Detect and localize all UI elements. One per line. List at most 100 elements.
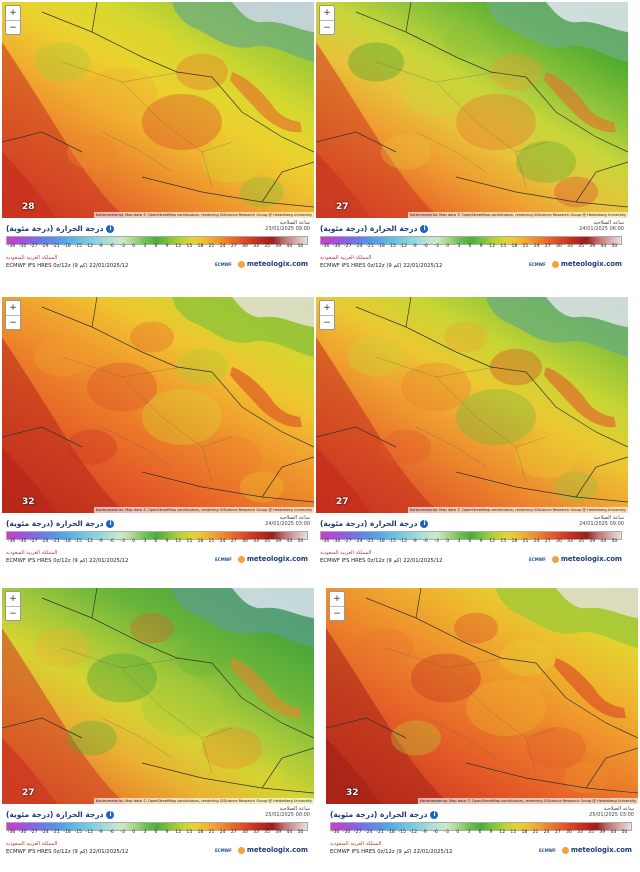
colorbar-tick: -12 bbox=[85, 539, 94, 544]
map-area[interactable]: + −28 Kartenmaterial: Map data © OpenStree… bbox=[2, 2, 314, 218]
region-name: المملكة العربية السعودية bbox=[320, 255, 372, 261]
zoom-out-button[interactable]: − bbox=[320, 20, 334, 35]
max-temperature-label: 28 bbox=[22, 202, 35, 212]
colorbar-tick: -12 bbox=[409, 830, 418, 835]
colorbar-tick: -15 bbox=[388, 539, 396, 544]
zoom-out-button[interactable]: − bbox=[6, 315, 20, 330]
colorbar-tick: 18 bbox=[511, 539, 518, 544]
valid-time-value: 24/01/2025 03:00 bbox=[265, 521, 310, 527]
map-area[interactable]: + −32 Kartenmaterial: Map data © OpenStree… bbox=[326, 588, 638, 804]
colorbar-tick: -30 bbox=[18, 244, 27, 249]
brand-logo[interactable]: ECMWF meteologix.com bbox=[539, 846, 632, 854]
ecmwf-logo: ECMWF bbox=[215, 261, 232, 267]
brand-logo[interactable]: ECMWF meteologix.com bbox=[529, 260, 622, 268]
valid-time: ساعة الصلاحية 23/01/2025 09:00 bbox=[265, 220, 310, 232]
info-icon[interactable]: i bbox=[420, 224, 429, 233]
zoom-in-button[interactable]: + bbox=[333, 594, 341, 604]
colorbar-tick: 18 bbox=[197, 830, 204, 835]
colorbar-tick: -24 bbox=[365, 830, 373, 835]
max-temperature-label: 32 bbox=[22, 497, 35, 507]
zoom-in-button[interactable]: + bbox=[323, 303, 331, 313]
colorbar-ticks: -36 -30 -27 -24 -21 -18 -15 -12 -9 -6 -3 0 3 6 9 12 15 18… bbox=[6, 244, 306, 252]
colorbar-tick: 50 bbox=[297, 539, 304, 544]
zoom-in-button[interactable]: + bbox=[9, 303, 17, 313]
globe-icon bbox=[551, 555, 559, 563]
temperature-map bbox=[2, 297, 314, 513]
colorbar-tick: -21 bbox=[52, 244, 60, 249]
zoom-control[interactable]: + − bbox=[5, 300, 21, 330]
temperature-colorbar bbox=[320, 236, 622, 245]
map-area[interactable]: + −32 Kartenmaterial: Map data © OpenStree… bbox=[2, 297, 314, 513]
colorbar-tick: -24 bbox=[355, 539, 363, 544]
colorbar-tick: 9 bbox=[479, 539, 483, 544]
colorbar-tick: 39 bbox=[589, 244, 596, 249]
map-attribution: Kartenmaterial: Map data © OpenStreetMap… bbox=[93, 798, 314, 804]
info-icon[interactable]: i bbox=[420, 519, 429, 528]
zoom-control[interactable]: + − bbox=[5, 591, 21, 621]
info-icon[interactable]: i bbox=[106, 224, 115, 233]
colorbar-tick: 44 bbox=[600, 539, 607, 544]
colorbar-tick: 0 bbox=[446, 244, 450, 249]
colorbar-tick: -9 bbox=[98, 244, 103, 249]
colorbar-tick: -27 bbox=[354, 830, 362, 835]
colorbar-tick: -6 bbox=[423, 244, 428, 249]
colorbar-tick: 30 bbox=[241, 244, 248, 249]
map-area[interactable]: + −27 Kartenmaterial: Map data © OpenStree… bbox=[316, 297, 628, 513]
info-icon[interactable]: i bbox=[106, 519, 115, 528]
colorbar-tick: 21 bbox=[208, 539, 215, 544]
parameter-title: درجة الحرارة (درجة مئوية) bbox=[320, 519, 418, 528]
parameter-title: درجة الحرارة (درجة مئوية) bbox=[320, 224, 418, 233]
info-icon[interactable]: i bbox=[106, 810, 115, 819]
region-name: المملكة العربية السعودية bbox=[330, 841, 382, 847]
legend-area: ساعة الصلاحية 23/01/2025 09:00 درجة الحرار… bbox=[2, 218, 314, 286]
zoom-out-button[interactable]: − bbox=[6, 20, 20, 35]
map-attribution: Kartenmaterial: Map data © OpenStreetMap… bbox=[407, 507, 628, 513]
brand-logo[interactable]: ECMWF meteologix.com bbox=[215, 260, 308, 268]
colorbar-tick: 44 bbox=[286, 244, 293, 249]
model-run-info: ECMWF IFS HRES 0z/12z (9 كم) 22/01/2025/… bbox=[6, 558, 129, 564]
colorbar-ticks: -36 -30 -27 -24 -21 -18 -15 -12 -9 -6 -3 0 3 6 9 12 15 18… bbox=[6, 539, 306, 547]
colorbar-tick: -27 bbox=[344, 244, 352, 249]
brand-logo[interactable]: ECMWF meteologix.com bbox=[215, 555, 308, 563]
brand-logo[interactable]: ECMWF meteologix.com bbox=[529, 555, 622, 563]
map-area[interactable]: + −27 Kartenmaterial: Map data © OpenStree… bbox=[316, 2, 628, 218]
valid-time-label: ساعة الصلاحية bbox=[603, 806, 634, 812]
colorbar-tick: 33 bbox=[253, 244, 259, 249]
zoom-control[interactable]: + − bbox=[319, 5, 335, 35]
brand-logo[interactable]: ECMWF meteologix.com bbox=[215, 846, 308, 854]
zoom-in-button[interactable]: + bbox=[9, 594, 17, 604]
legend-area: ساعة الصلاحية 24/01/2025 03:00 درجة الحرار… bbox=[2, 513, 314, 581]
valid-time-label: ساعة الصلاحية bbox=[279, 220, 310, 226]
colorbar-tick: 6 bbox=[468, 244, 472, 249]
colorbar-tick: 3 bbox=[143, 244, 147, 249]
zoom-in-button[interactable]: + bbox=[323, 8, 331, 18]
parameter-title: درجة الحرارة (درجة مئوية) bbox=[6, 810, 104, 819]
colorbar-tick: 3 bbox=[467, 830, 471, 835]
brand-name: meteologix.com bbox=[246, 260, 308, 268]
zoom-control[interactable]: + − bbox=[329, 591, 345, 621]
colorbar-tick: -15 bbox=[388, 244, 396, 249]
parameter-title: درجة الحرارة (درجة مئوية) bbox=[6, 519, 104, 528]
info-icon[interactable]: i bbox=[430, 810, 439, 819]
colorbar-tick: 44 bbox=[286, 830, 293, 835]
max-temperature-label: 27 bbox=[22, 788, 35, 798]
map-area[interactable]: + −27 Kartenmaterial: Map data © OpenStree… bbox=[2, 588, 314, 804]
zoom-out-button[interactable]: − bbox=[6, 606, 20, 621]
valid-time: ساعة الصلاحية 24/01/2025 06:00 bbox=[579, 220, 624, 232]
colorbar-tick: -3 bbox=[120, 830, 125, 835]
zoom-out-button[interactable]: − bbox=[320, 315, 334, 330]
colorbar-tick: -9 bbox=[412, 539, 417, 544]
zoom-control[interactable]: + − bbox=[319, 300, 335, 330]
valid-time-value: 23/01/2025 09:00 bbox=[265, 226, 310, 232]
colorbar-tick: 35 bbox=[588, 830, 595, 835]
colorbar-tick: -21 bbox=[366, 539, 374, 544]
legend-area: ساعة الصلاحية 25/01/2025 03:00 درجة الحرار… bbox=[326, 804, 638, 872]
colorbar-tick: -21 bbox=[376, 830, 384, 835]
zoom-in-button[interactable]: + bbox=[9, 8, 17, 18]
colorbar-tick: 50 bbox=[611, 244, 618, 249]
colorbar-tick: -3 bbox=[434, 244, 439, 249]
zoom-out-button[interactable]: − bbox=[330, 606, 344, 621]
zoom-control[interactable]: + − bbox=[5, 5, 21, 35]
colorbar-tick: 9 bbox=[489, 830, 493, 835]
colorbar-ticks: -36 -30 -27 -24 -21 -18 -15 -12 -9 -6 -3 0 3 6 9 12 15 18… bbox=[330, 830, 630, 838]
